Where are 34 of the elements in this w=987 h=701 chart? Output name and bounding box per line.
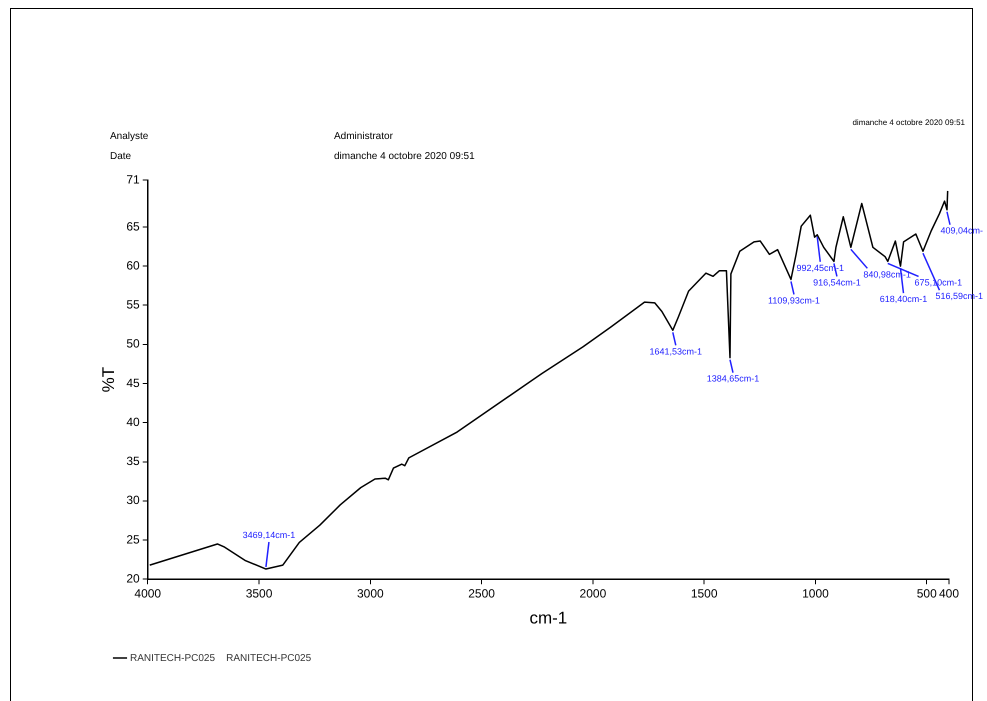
x-tick-label: 3000 — [356, 586, 384, 601]
y-axis-title: %T — [98, 366, 118, 392]
text: Date — [110, 151, 132, 162]
y-tick-label: 30 — [126, 493, 140, 508]
y-tick-label: 45 — [126, 376, 140, 390]
x-tick-label: 400 — [938, 586, 960, 601]
y-tick-label: 35 — [126, 454, 140, 468]
y-tick-label: 60 — [126, 258, 140, 272]
y-tick-label: 50 — [126, 336, 140, 351]
annotation: 916,54cm-1 — [813, 277, 861, 288]
y-tick-label: 71 — [126, 172, 140, 186]
x-tick-label: 2000 — [580, 586, 607, 601]
y-tick-label: 55 — [126, 298, 140, 312]
x-tick-label: 2500 — [468, 586, 496, 601]
y-tick-label: 40 — [126, 414, 140, 429]
y-tick-label: 65 — [126, 219, 140, 234]
x-tick-label: 1000 — [802, 586, 830, 601]
x-tick-label: 3500 — [246, 586, 273, 601]
x-axis-title: cm-1 — [529, 608, 568, 628]
x-tick-label: 4000 — [134, 586, 162, 601]
y-tick-label: 25 — [126, 532, 140, 546]
y-tick-label: 20 — [126, 572, 140, 586]
x-tick-label: 500 — [916, 586, 938, 601]
text: dimanche 4 octobre 2020 09:51 — [852, 118, 965, 127]
legend-label: RANITECH-PC025 RANITECH-PC025 — [130, 652, 312, 664]
text: dimanche 4 octobre 2020 09:51 — [334, 151, 475, 162]
annotation: 618,40cm-1 — [880, 294, 928, 304]
annotation: 1384,65cm-1 — [706, 374, 760, 384]
text: Administrator — [334, 131, 393, 142]
annotation: 1641,53cm-1 — [650, 346, 702, 356]
text: Analyste — [110, 131, 148, 142]
x-tick-label: 1500 — [690, 586, 718, 601]
annotation: 1109,93cm-1 — [768, 295, 820, 306]
annotation: 3469,14cm-1 — [242, 530, 296, 540]
